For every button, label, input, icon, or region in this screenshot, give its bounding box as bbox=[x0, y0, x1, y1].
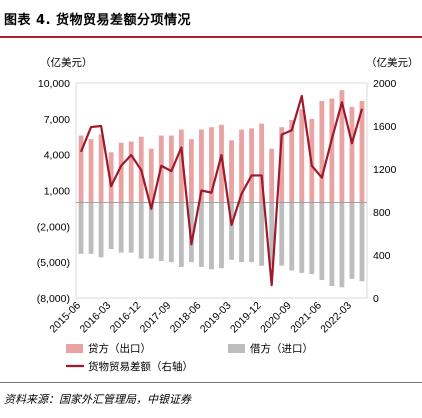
export-bar bbox=[279, 127, 285, 203]
export-bar bbox=[148, 148, 154, 203]
import-bar bbox=[138, 202, 144, 259]
x-tick-label: 2022-03 bbox=[318, 300, 354, 336]
export-bar bbox=[289, 120, 295, 203]
export-bar bbox=[88, 139, 94, 203]
import-bar bbox=[319, 202, 325, 281]
import-bar bbox=[128, 202, 134, 253]
export-bar bbox=[349, 106, 355, 203]
export-bar bbox=[219, 124, 224, 203]
import-bar bbox=[279, 202, 285, 266]
import-bar bbox=[229, 202, 234, 260]
right-tick-label: 1600 bbox=[373, 121, 397, 133]
right-tick-label: 2000 bbox=[373, 78, 397, 90]
export-bar bbox=[108, 152, 114, 203]
left-tick-label: (5,000) bbox=[37, 257, 70, 269]
footer-divider bbox=[0, 382, 422, 383]
x-tick-label: 2021-06 bbox=[288, 300, 324, 336]
export-bar bbox=[178, 129, 184, 203]
import-bar bbox=[209, 202, 214, 270]
chart-title: 图表 4. 货物贸易差额分项情况 bbox=[4, 13, 192, 28]
export-bar bbox=[128, 141, 134, 203]
import-bar bbox=[309, 202, 315, 275]
export-bar bbox=[209, 127, 214, 203]
title-divider bbox=[0, 36, 422, 38]
import-bar bbox=[108, 202, 114, 250]
x-tick-label: 2016-03 bbox=[77, 300, 113, 336]
x-tick-label: 2018-06 bbox=[168, 300, 204, 336]
legend-export-swatch bbox=[66, 344, 83, 353]
export-bar bbox=[118, 142, 124, 203]
left-axis-unit: （亿美元） bbox=[40, 56, 93, 69]
export-bar bbox=[319, 100, 325, 203]
import-bar bbox=[339, 202, 345, 288]
import-bar bbox=[88, 202, 94, 254]
legend-export-label: 贷方（出口） bbox=[88, 342, 151, 355]
import-bar bbox=[349, 202, 355, 279]
left-tick-label: 4,000 bbox=[44, 150, 70, 162]
import-bar bbox=[178, 202, 184, 267]
export-bar bbox=[78, 135, 84, 203]
left-tick-label: 7,000 bbox=[44, 114, 70, 126]
export-bar bbox=[339, 90, 345, 203]
legend-import-swatch bbox=[228, 344, 245, 353]
import-bar bbox=[359, 202, 365, 282]
export-bar bbox=[199, 129, 204, 203]
import-bar bbox=[168, 202, 174, 263]
import-bar bbox=[78, 202, 84, 254]
right-tick-label: 1200 bbox=[373, 164, 397, 176]
export-bar bbox=[188, 139, 194, 203]
import-bar bbox=[299, 202, 305, 273]
import-bar bbox=[98, 202, 104, 258]
x-tick-label: 2019-03 bbox=[198, 300, 234, 336]
left-tick-label: 10,000 bbox=[38, 78, 70, 90]
x-tick-label: 2017-09 bbox=[138, 300, 174, 336]
source-note: 资料来源：国家外汇管理局，中银证券 bbox=[4, 393, 191, 406]
export-bar bbox=[239, 129, 244, 203]
export-bar bbox=[98, 134, 104, 203]
import-bar bbox=[289, 202, 295, 271]
right-tick-label: 400 bbox=[373, 250, 391, 262]
export-bar bbox=[329, 98, 335, 203]
left-tick-label: (8,000) bbox=[37, 293, 70, 305]
import-bar bbox=[158, 202, 164, 261]
export-bar bbox=[299, 109, 305, 203]
import-bar bbox=[249, 202, 255, 263]
chart-svg: （亿美元） （亿美元） 10,000 7,000 4,000 1,000 (2,000) (5… bbox=[37, 56, 419, 373]
right-tick-label: 800 bbox=[373, 207, 391, 219]
import-bar bbox=[239, 202, 244, 263]
x-tick-label: 2016-12 bbox=[108, 300, 144, 336]
export-bar bbox=[249, 128, 255, 203]
export-bar bbox=[229, 140, 234, 203]
x-tick-label: 2020-09 bbox=[258, 300, 294, 336]
import-bar bbox=[118, 202, 124, 253]
import-bar bbox=[269, 202, 275, 266]
x-tick-label: 2019-12 bbox=[228, 300, 264, 336]
import-bar bbox=[329, 202, 335, 287]
balance-line bbox=[80, 94, 364, 287]
export-bar bbox=[359, 100, 365, 203]
import-bar bbox=[259, 202, 265, 266]
plot-frame bbox=[75, 82, 368, 299]
import-bar bbox=[188, 202, 194, 263]
import-bar bbox=[148, 202, 154, 259]
right-axis-unit: （亿美元） bbox=[366, 56, 419, 69]
export-bar bbox=[259, 123, 265, 203]
import-bar bbox=[219, 202, 224, 269]
export-bar bbox=[269, 148, 275, 203]
left-tick-label: 1,000 bbox=[44, 186, 70, 198]
legend-import-label: 借方（进口） bbox=[250, 342, 313, 355]
legend-balance-label: 货物贸易差额（右轴） bbox=[88, 360, 193, 373]
left-tick-label: (2,000) bbox=[37, 221, 70, 233]
import-bar bbox=[199, 202, 204, 267]
right-tick-label: 0 bbox=[373, 293, 379, 305]
